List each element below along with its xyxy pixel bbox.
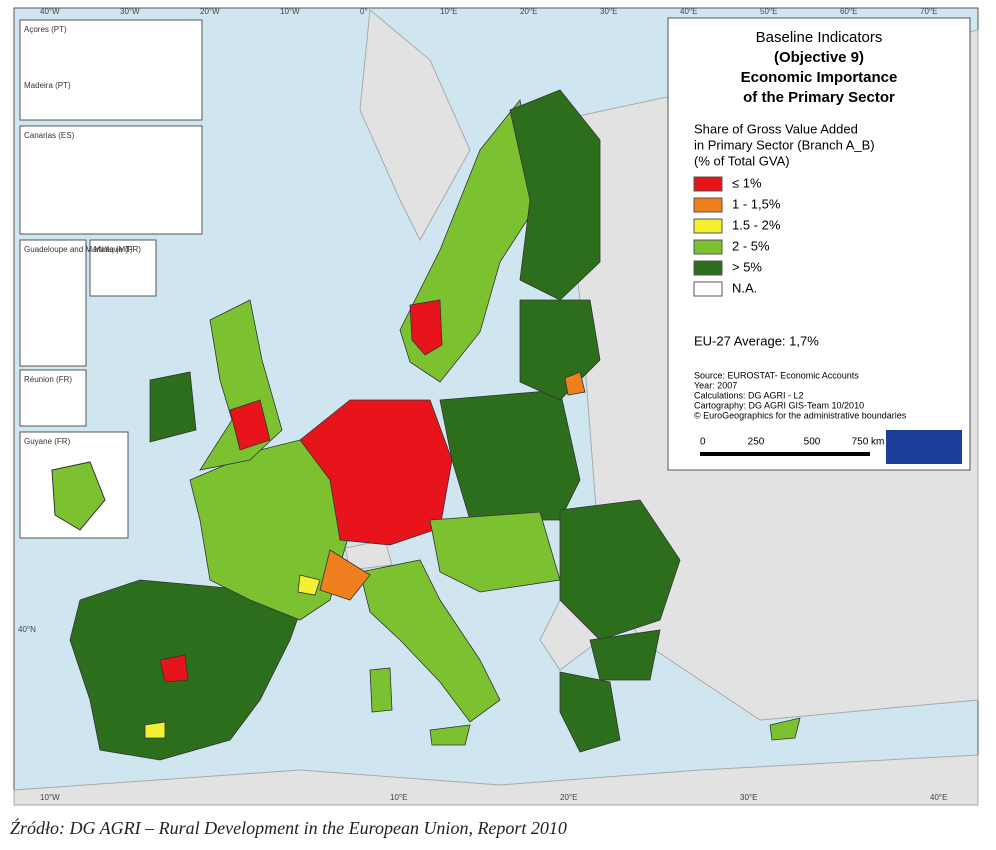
legend-swatch bbox=[693, 176, 723, 192]
graticule-label: 40°N bbox=[18, 625, 36, 634]
scale-label: 500 bbox=[804, 437, 821, 448]
legend-source: Year: 2007 bbox=[694, 380, 737, 390]
legend-swatch bbox=[693, 218, 723, 234]
inset-label: Açores (PT) bbox=[24, 25, 67, 34]
legend-label: > 5% bbox=[732, 259, 762, 274]
regions bbox=[69, 89, 801, 761]
legend-label: 2 - 5% bbox=[732, 238, 770, 253]
legend-swatch bbox=[693, 281, 723, 297]
caption: Źródło: DG AGRI – Rural Development in t… bbox=[10, 818, 567, 838]
graticule-label: 40°E bbox=[680, 7, 697, 16]
inset-label: Canarias (ES) bbox=[24, 131, 75, 140]
legend-swatch bbox=[693, 260, 723, 276]
legend-subtitle: Share of Gross Value Added bbox=[694, 121, 858, 136]
scale-label: 0 bbox=[700, 437, 706, 448]
legend-subtitle: in Primary Sector (Branch A_B) bbox=[694, 137, 875, 152]
graticule-label: 10°E bbox=[440, 7, 457, 16]
graticule-label: 20°E bbox=[520, 7, 537, 16]
legend-source: © EuroGeographics for the administrative… bbox=[694, 410, 907, 420]
eu-flag bbox=[886, 430, 962, 464]
graticule-label: 10°W bbox=[40, 793, 60, 802]
inset-label: Guadeloupe and Martinique (FR) bbox=[24, 245, 141, 254]
legend-average: EU-27 Average: 1,7% bbox=[694, 333, 819, 348]
graticule-label: 50°E bbox=[760, 7, 777, 16]
graticule-label: 40°W bbox=[40, 7, 60, 16]
legend-title: of the Primary Sector bbox=[743, 89, 895, 106]
graticule-label: 20°W bbox=[200, 7, 220, 16]
graticule-label: 10°W bbox=[280, 7, 300, 16]
graticule-label: 20°E bbox=[560, 793, 577, 802]
inset-label: Guyane (FR) bbox=[24, 437, 71, 446]
scale-label: 250 bbox=[748, 437, 765, 448]
legend-swatch bbox=[693, 197, 723, 213]
inset-label: Réunion (FR) bbox=[24, 375, 72, 384]
legend-title: (Objective 9) bbox=[774, 49, 864, 66]
scale-label: 750 km bbox=[852, 437, 885, 448]
legend-swatch bbox=[693, 239, 723, 255]
legend-source: Source: EUROSTAT- Economic Accounts bbox=[694, 370, 859, 380]
legend-label: 1 - 1,5% bbox=[732, 196, 781, 211]
legend-subtitle: (% of Total GVA) bbox=[694, 153, 790, 168]
graticule-label: 30°E bbox=[600, 7, 617, 16]
legend-source: Calculations: DG AGRI - L2 bbox=[694, 390, 804, 400]
graticule-label: 10°E bbox=[390, 793, 407, 802]
legend-title: Baseline Indicators bbox=[756, 29, 883, 46]
legend-source: Cartography: DG AGRI GIS-Team 10/2010 bbox=[694, 400, 864, 410]
legend-label: N.A. bbox=[732, 280, 757, 295]
scale-bar bbox=[700, 452, 870, 456]
graticule-label: 70°E bbox=[920, 7, 937, 16]
guyane-shape bbox=[51, 461, 106, 531]
graticule-label: 30°W bbox=[120, 7, 140, 16]
graticule-label: 60°E bbox=[840, 7, 857, 16]
map: Açores (PT) Madeira (PT) Canarias (ES) Guad… bbox=[13, 7, 979, 806]
legend-label: 1.5 - 2% bbox=[732, 217, 781, 232]
graticule-label: 40°E bbox=[930, 793, 947, 802]
inset-label: Malta (MT) bbox=[94, 245, 133, 254]
graticule-label: 30°E bbox=[740, 793, 757, 802]
graticule-label: 0° bbox=[360, 7, 368, 16]
legend-title: Economic Importance bbox=[741, 69, 898, 86]
legend-label: ≤ 1% bbox=[732, 175, 762, 190]
inset-label: Madeira (PT) bbox=[24, 81, 71, 90]
